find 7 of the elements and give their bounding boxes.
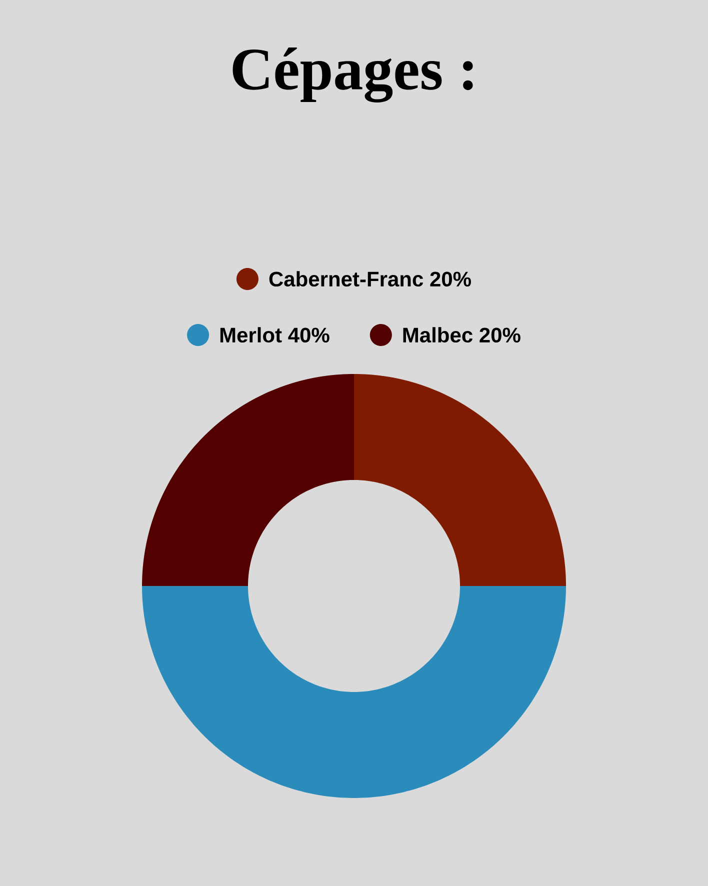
data-label: 20%	[480, 328, 520, 343]
data-label: 20%	[430, 272, 471, 287]
legend-label: Cabernet-Franc	[269, 271, 424, 287]
data-label: 40%	[288, 328, 330, 343]
legend-label: Malbec	[403, 327, 472, 343]
legend-label: Merlot	[220, 327, 282, 343]
chart-title: Cépages :	[232, 48, 473, 102]
